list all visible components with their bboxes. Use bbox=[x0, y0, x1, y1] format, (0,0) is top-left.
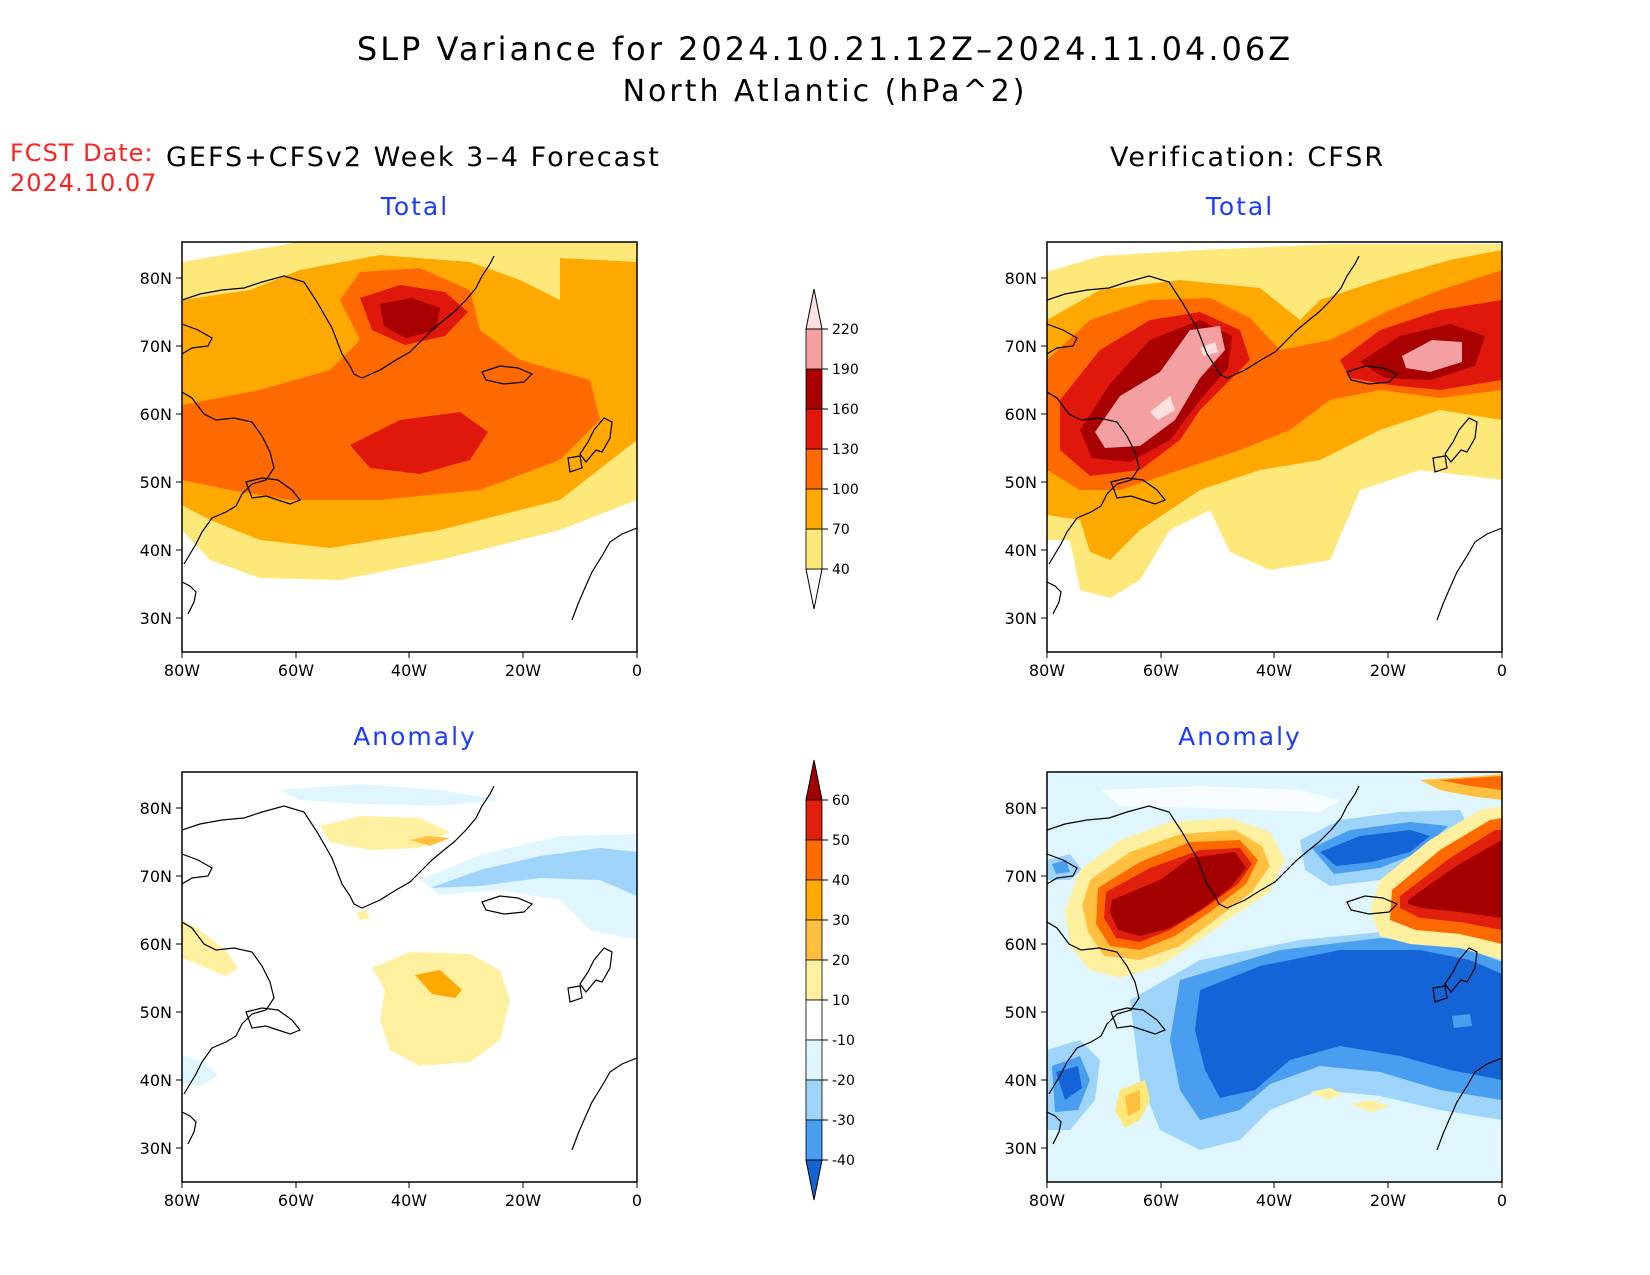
lat-tick-label: 80N bbox=[1005, 799, 1037, 818]
lat-tick-label: 30N bbox=[140, 1139, 172, 1158]
colorbar-anomaly-swatch bbox=[805, 1079, 823, 1121]
colorbar-anomaly-label: 20 bbox=[832, 953, 850, 969]
lat-tick-label: 70N bbox=[140, 337, 172, 356]
colorbar-anomaly-swatch bbox=[805, 919, 823, 961]
colorbar-anomaly-label: -10 bbox=[832, 1033, 855, 1049]
colorbar-anomaly-label: -20 bbox=[832, 1073, 855, 1089]
forecast-column-title: GEFS+CFSv2 Week 3–4 Forecast bbox=[166, 142, 661, 173]
colorbar-anomaly-swatch bbox=[805, 999, 823, 1041]
colorbar-anomaly-label: -40 bbox=[832, 1153, 855, 1169]
lat-tick-label: 80N bbox=[1005, 269, 1037, 288]
colorbar-anomaly-label: -30 bbox=[832, 1113, 855, 1129]
lon-tick-label: 40W bbox=[1256, 661, 1292, 680]
lon-tick-label: 40W bbox=[1256, 1191, 1292, 1210]
map-axes: 80N 70N 60N 50N 40N 30N 80W 60W 40W 20W 0 80N 70N 60N… bbox=[140, 269, 1507, 1210]
lon-tick-label: 20W bbox=[505, 1191, 541, 1210]
lat-tick-label: 70N bbox=[140, 867, 172, 886]
lat-tick-label: 70N bbox=[1005, 337, 1037, 356]
lat-tick-label: 50N bbox=[1005, 1003, 1037, 1022]
lon-tick-label: 80W bbox=[1029, 661, 1065, 680]
lat-tick-label: 60N bbox=[140, 935, 172, 954]
lat-tick-label: 30N bbox=[1005, 609, 1037, 628]
colorbar-total-swatch bbox=[805, 288, 823, 330]
lon-tick-label: 0 bbox=[632, 1191, 642, 1210]
lat-tick-label: 40N bbox=[1005, 541, 1037, 560]
lon-tick-label: 60W bbox=[1143, 1191, 1179, 1210]
lon-tick-label: 20W bbox=[505, 661, 541, 680]
colorbar-anomaly-label: 30 bbox=[832, 913, 850, 929]
lon-tick-label: 0 bbox=[1497, 661, 1507, 680]
lat-tick-label: 60N bbox=[140, 405, 172, 424]
colorbar-anomaly-swatch bbox=[805, 879, 823, 921]
lat-tick-label: 50N bbox=[1005, 473, 1037, 492]
lat-tick-label: 40N bbox=[140, 541, 172, 560]
lon-tick-label: 0 bbox=[1497, 1191, 1507, 1210]
lat-tick-label: 50N bbox=[140, 473, 172, 492]
map-verification-anomaly bbox=[1047, 772, 1502, 1182]
map-forecast-total bbox=[182, 242, 637, 652]
lon-tick-label: 20W bbox=[1370, 661, 1406, 680]
colorbar-total-swatch bbox=[805, 488, 823, 530]
lat-tick-label: 80N bbox=[140, 269, 172, 288]
map-forecast-anomaly bbox=[182, 772, 637, 1182]
panel-title-verification-total: Total bbox=[1205, 192, 1275, 221]
panel-title-verification-anomaly: Anomaly bbox=[1178, 722, 1302, 751]
fcst-date: FCST Date: 2024.10.07 bbox=[10, 138, 157, 198]
lon-tick-label: 40W bbox=[391, 1191, 427, 1210]
main-title: SLP Variance for 2024.10.21.12Z–2024.11.… bbox=[356, 30, 1294, 68]
colorbar-anomaly-label: 60 bbox=[832, 793, 850, 809]
colorbar-anomaly-swatch bbox=[805, 799, 823, 841]
lat-tick-label: 30N bbox=[140, 609, 172, 628]
verification-column-title: Verification: CFSR bbox=[1110, 142, 1386, 173]
colorbar-total: 40 70 100 130 160 190 220 bbox=[805, 288, 859, 610]
lat-tick-label: 30N bbox=[1005, 1139, 1037, 1158]
colorbar-anomaly-swatch bbox=[805, 959, 823, 1001]
colorbar-total-label: 160 bbox=[832, 402, 859, 418]
lon-tick-label: 60W bbox=[278, 1191, 314, 1210]
colorbar-anomaly: 60 50 40 30 20 10 -10 -20 -30 -40 bbox=[805, 759, 855, 1201]
lon-tick-label: 0 bbox=[632, 661, 642, 680]
lon-tick-label: 20W bbox=[1370, 1191, 1406, 1210]
lat-tick-label: 50N bbox=[140, 1003, 172, 1022]
lat-tick-label: 80N bbox=[140, 799, 172, 818]
panel-title-forecast-anomaly: Anomaly bbox=[353, 722, 477, 751]
lat-tick-label: 40N bbox=[1005, 1071, 1037, 1090]
panel-title-forecast-total: Total bbox=[380, 192, 450, 221]
colorbar-total-label: 70 bbox=[832, 522, 850, 538]
colorbar-total-swatch bbox=[805, 328, 823, 370]
colorbar-anomaly-swatch bbox=[805, 839, 823, 881]
lat-tick-label: 60N bbox=[1005, 935, 1037, 954]
colorbar-total-label: 130 bbox=[832, 442, 859, 458]
lat-tick-label: 60N bbox=[1005, 405, 1037, 424]
map-verification-total bbox=[1047, 242, 1502, 652]
lat-tick-label: 70N bbox=[1005, 867, 1037, 886]
colorbar-total-swatch bbox=[805, 368, 823, 410]
lon-tick-label: 80W bbox=[164, 1191, 200, 1210]
fcst-date-value: 2024.10.07 bbox=[10, 169, 158, 197]
colorbar-anomaly-swatch bbox=[805, 1119, 823, 1161]
colorbar-anomaly-extend-high bbox=[805, 759, 823, 801]
colorbar-total-label: 190 bbox=[832, 362, 859, 378]
colorbar-anomaly-extend-low bbox=[805, 1159, 823, 1201]
colorbar-anomaly-label: 50 bbox=[832, 833, 850, 849]
lon-tick-label: 60W bbox=[1143, 661, 1179, 680]
colorbar-anomaly-swatch bbox=[805, 1039, 823, 1081]
colorbar-total-extend-low bbox=[805, 568, 823, 610]
colorbar-total-swatch bbox=[805, 448, 823, 490]
lon-tick-label: 80W bbox=[1029, 1191, 1065, 1210]
main-subtitle: North Atlantic (hPa^2) bbox=[622, 74, 1028, 109]
colorbar-anomaly-label: 10 bbox=[832, 993, 850, 1009]
colorbar-total-swatch bbox=[805, 528, 823, 570]
colorbar-total-label: 100 bbox=[832, 482, 859, 498]
lon-tick-label: 80W bbox=[164, 661, 200, 680]
lat-tick-label: 40N bbox=[140, 1071, 172, 1090]
colorbar-total-swatch bbox=[805, 408, 823, 450]
lon-tick-label: 40W bbox=[391, 661, 427, 680]
colorbar-total-label: 40 bbox=[832, 562, 850, 578]
colorbar-total-label: 220 bbox=[832, 322, 859, 338]
fcst-date-label: FCST Date: bbox=[10, 139, 154, 167]
lon-tick-label: 60W bbox=[278, 661, 314, 680]
colorbar-anomaly-label: 40 bbox=[832, 873, 850, 889]
